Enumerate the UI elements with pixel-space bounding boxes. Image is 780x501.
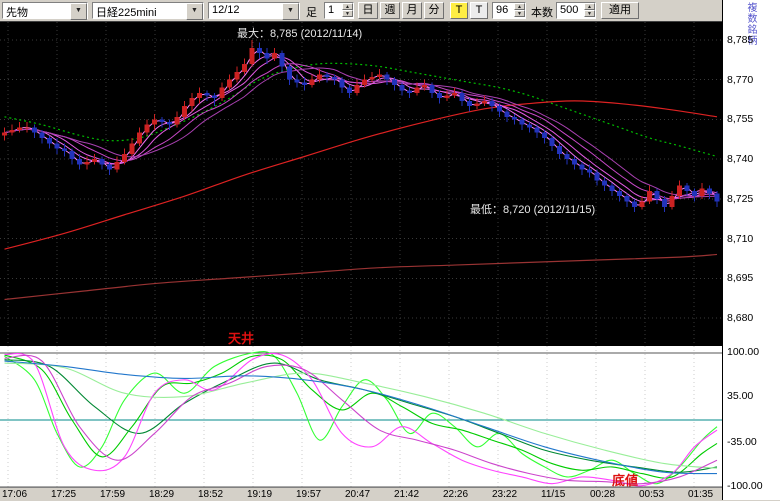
osc-axis-label: 100.00 (727, 346, 760, 358)
price-axis-label: 8,755 (727, 113, 754, 126)
apply-button[interactable]: 適用 (601, 2, 639, 19)
time-axis-label: 17:59 (100, 489, 126, 500)
min-annotation: 最低：8,720 (2012/11/15) (470, 204, 596, 216)
price-axis-label: 8,725 (727, 192, 754, 205)
time-axis-label: 00:53 (639, 489, 665, 500)
bar-week-button[interactable]: 週 (380, 2, 400, 19)
time-axis-label: 18:52 (198, 489, 224, 500)
period-spinner[interactable]: 96 ▲ ▼ (492, 2, 526, 19)
oscillator-chart[interactable]: 底値 (0, 345, 722, 488)
ceiling-annotation: 天井 (228, 331, 255, 346)
time-axis-label: 21:42 (394, 489, 420, 500)
spin-up-icon[interactable]: ▲ (342, 3, 353, 10)
bar-minute-button[interactable]: 分 (424, 2, 444, 19)
osc-axis-label: 35.00 (727, 389, 754, 402)
time-axis-label: 20:47 (345, 489, 371, 500)
price-axis-label: 8,695 (727, 272, 754, 285)
contract-date-select[interactable]: 12/12 ▼ (208, 2, 300, 20)
market-select-value: 先物 (6, 7, 28, 19)
price-axis-label: 8,740 (727, 153, 754, 166)
oscillator-plot (0, 346, 722, 488)
time-axis-label: 19:57 (296, 489, 322, 500)
bar-type-label: 足 (306, 7, 317, 19)
price-axis-label: 8,710 (727, 232, 754, 245)
time-axis-label: 17:06 (2, 489, 28, 500)
multi-symbol-label: 複数銘柄 (745, 2, 756, 46)
osc-axis-label: -100.00 (727, 480, 763, 492)
dropdown-arrow-icon[interactable]: ▼ (186, 3, 203, 20)
tick-button[interactable]: T (470, 2, 488, 19)
candlestick-plot (0, 22, 722, 345)
bar-count-label: 本数 (531, 7, 553, 19)
spin-up-icon[interactable]: ▲ (584, 3, 595, 10)
contract-date-value: 12/12 (212, 4, 240, 16)
interval-spinner[interactable]: 1 ▲ ▼ (324, 2, 354, 19)
time-axis-label: 23:22 (492, 489, 518, 500)
toolbar: 先物 ▼ 日経225mini ▼ 12/12 ▼ 足 1 ▲ ▼ 日 週 月 分 … (0, 0, 722, 22)
max-annotation: 最大：8,785 (2012/11/14) (237, 28, 363, 40)
price-axis: 複数銘柄 8,785 8,770 8,755 8,740 8,725 8,710 8,695… (722, 0, 780, 500)
tick-button-active[interactable]: T (450, 2, 468, 19)
bar-day-button[interactable]: 日 (358, 2, 378, 19)
price-axis-label: 8,770 (727, 73, 754, 86)
period-value: 96 (496, 4, 509, 16)
bar-count-spinner[interactable]: 500 ▲ ▼ (556, 2, 596, 19)
bar-count-value: 500 (560, 4, 579, 16)
symbol-select[interactable]: 日経225mini ▼ (92, 2, 204, 20)
interval-value: 1 (328, 4, 335, 16)
spin-down-icon[interactable]: ▼ (514, 10, 525, 17)
dropdown-arrow-icon[interactable]: ▼ (282, 3, 299, 20)
price-chart[interactable]: 最大：8,785 (2012/11/14) 最低：8,720 (2012/11/… (0, 22, 722, 346)
symbol-select-value: 日経225mini (96, 7, 157, 19)
market-select[interactable]: 先物 ▼ (2, 2, 88, 20)
spin-down-icon[interactable]: ▼ (342, 10, 353, 17)
dropdown-arrow-icon[interactable]: ▼ (70, 3, 87, 20)
time-axis-label: 19:19 (247, 489, 273, 500)
time-axis-label: 11/15 (541, 489, 566, 500)
osc-axis-label: -35.00 (727, 436, 757, 449)
time-axis-label: 00:28 (590, 489, 616, 500)
bar-month-button[interactable]: 月 (402, 2, 422, 19)
spin-up-icon[interactable]: ▲ (514, 3, 525, 10)
time-axis-label: 17:25 (51, 489, 77, 500)
time-axis-label: 01:35 (688, 489, 714, 500)
price-axis-label: 8,680 (727, 312, 754, 324)
time-axis-label: 22:26 (443, 489, 469, 500)
spin-down-icon[interactable]: ▼ (584, 10, 595, 17)
time-axis-label: 18:29 (149, 489, 175, 500)
price-axis-label: 8,785 (727, 34, 754, 46)
time-axis: 17:06 17:25 17:59 18:29 18:52 19:19 19:57 20:47… (0, 487, 722, 501)
bottom-annotation: 底値 (612, 473, 639, 488)
